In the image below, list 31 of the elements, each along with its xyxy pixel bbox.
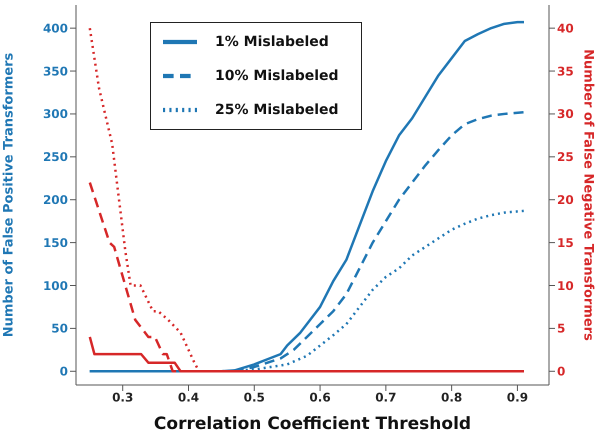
x-axis-title: Correlation Coefficient Threshold [154,414,472,433]
y-tick-label: 150 [42,236,68,250]
x-tick-label: 0.7 [375,390,396,405]
y2-tick-label: 35 [557,64,574,78]
y2-tick-label: 40 [557,21,574,36]
legend-label: 1% Mislabeled [215,34,329,50]
y-tick-label: 100 [42,278,68,293]
y2-tick-label: 20 [557,192,574,207]
legend-label: 10% Mislabeled [215,68,339,84]
y-tick-label: 350 [42,64,68,78]
x-tick-label: 0.6 [309,390,331,405]
x-tick-label: 0.3 [112,390,134,405]
x-tick-label: 0.9 [506,390,528,405]
y-axis-title: Number of False Positive Transformers [2,52,17,338]
y-tick-label: 200 [42,192,68,207]
x-tick-label: 0.8 [441,390,462,405]
y2-tick-label: 5 [557,322,566,336]
x-tick-label: 0.4 [178,390,200,405]
y2-tick-label: 25 [557,150,574,164]
y-tick-label: 50 [51,322,68,336]
y2-tick-label: 0 [557,364,566,379]
y2-axis-title: Number of False Negative Transformers [580,49,596,342]
y2-tick-label: 10 [557,278,574,293]
y2-tick-label: 15 [557,236,574,250]
y-tick-label: 400 [42,21,68,36]
y2-tick-label: 30 [557,107,574,122]
y-tick-label: 0 [60,364,68,379]
y-tick-label: 250 [42,150,68,164]
y-tick-label: 300 [42,107,68,122]
legend-label: 25% Mislabeled [215,102,339,118]
x-tick-label: 0.5 [244,390,265,405]
